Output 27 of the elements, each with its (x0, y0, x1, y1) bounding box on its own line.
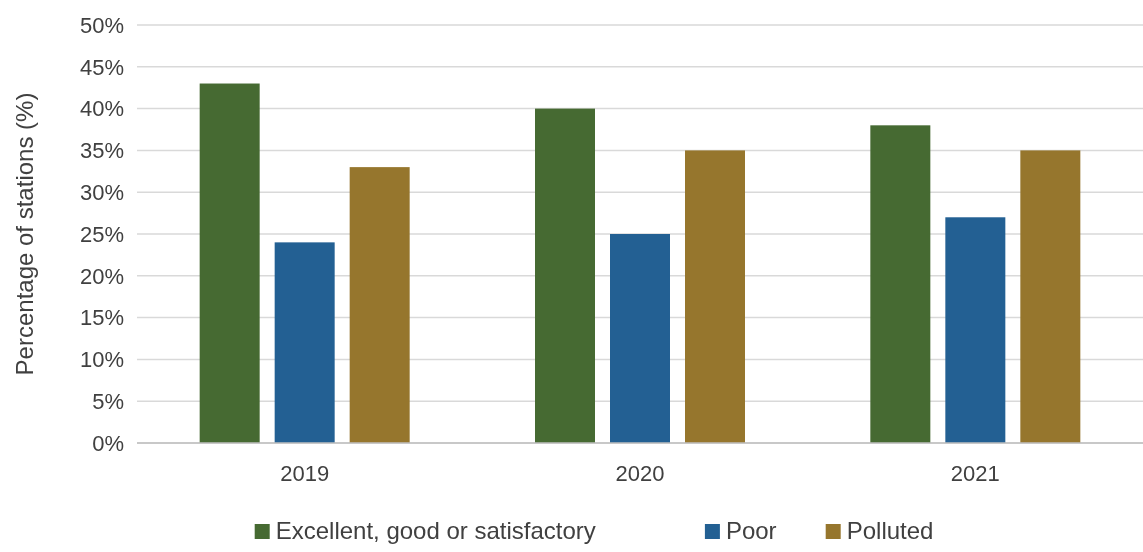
y-tick-label: 20% (79, 263, 124, 289)
bar (535, 108, 595, 443)
y-tick-label: 45% (79, 54, 124, 80)
y-tick-label: 5% (92, 388, 124, 414)
y-tick-label: 15% (79, 305, 124, 331)
y-tick-label: 35% (79, 138, 124, 164)
legend-label: Polluted (846, 517, 934, 544)
x-tick-label: 2020 (615, 461, 665, 486)
y-tick-label: 10% (79, 347, 124, 373)
y-tick-label: 30% (79, 179, 124, 205)
bar (274, 242, 335, 443)
legend-label: Poor (725, 517, 777, 544)
x-tick-label: 2021 (950, 461, 1000, 486)
y-axis-title: Percentage of stations (%) (11, 92, 38, 376)
bar (870, 125, 931, 443)
legend-label: Excellent, good or satisfactory (275, 517, 596, 544)
y-tick-label: 50% (79, 12, 124, 38)
y-tick-label: 0% (92, 430, 124, 456)
y-tick-label: 25% (79, 221, 124, 247)
bar (610, 234, 670, 443)
x-tick-label: 2019 (280, 461, 330, 486)
bar (945, 217, 1006, 443)
bar (685, 150, 745, 443)
bar (1020, 150, 1081, 443)
bar (349, 167, 410, 443)
y-tick-label: 40% (79, 96, 124, 122)
bar (199, 83, 260, 443)
